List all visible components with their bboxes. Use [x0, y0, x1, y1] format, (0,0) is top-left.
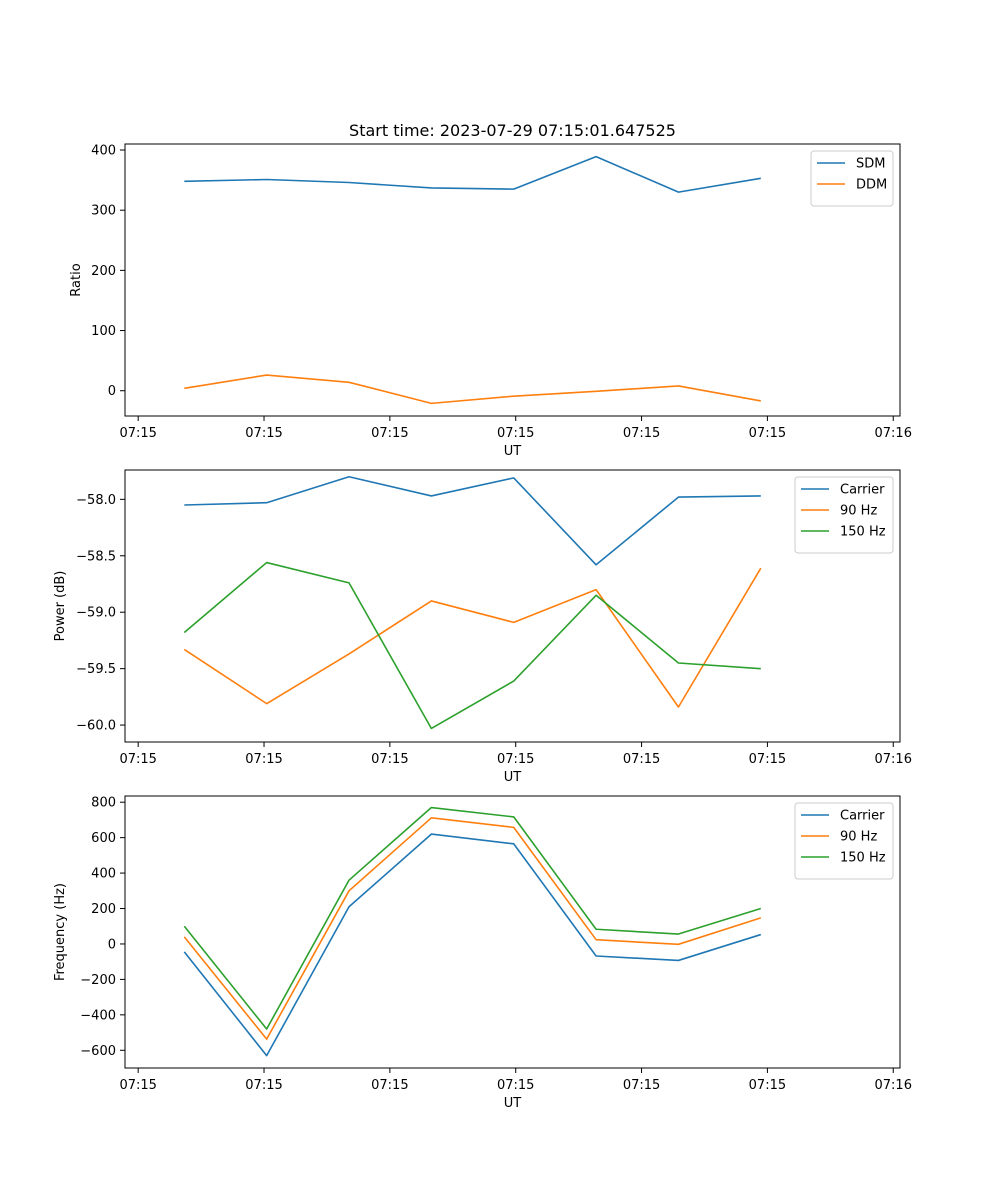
- y-tick-label: 200: [91, 264, 116, 279]
- legend-entry: 150 Hz: [840, 525, 886, 540]
- x-tick-label: 07:15: [749, 426, 786, 441]
- x-tick-label: 07:15: [371, 426, 408, 441]
- x-tick-label: 07:15: [497, 426, 534, 441]
- x-tick-label: 07:15: [749, 1078, 786, 1093]
- legend-entry: Carrier: [840, 483, 885, 498]
- legend-entry: 90 Hz: [840, 830, 877, 845]
- y-axis-label: Frequency (Hz): [53, 883, 68, 981]
- axes-frame: [124, 795, 901, 1069]
- y-tick-label: −400: [80, 1008, 116, 1023]
- x-tick-label: 07:16: [875, 752, 912, 767]
- legend-box: [810, 150, 894, 207]
- x-tick-label: 07:15: [119, 752, 156, 767]
- x-tick-label: 07:15: [497, 1078, 534, 1093]
- legend: Carrier 90 Hz 150 Hz: [794, 802, 894, 880]
- x-tick-label: 07:15: [497, 752, 534, 767]
- legend-box: [794, 476, 894, 554]
- legend: SDM DDM: [810, 150, 894, 207]
- x-tick-label: 07:15: [371, 752, 408, 767]
- x-tick-label: 07:15: [623, 426, 660, 441]
- legend-entry: 150 Hz: [840, 851, 886, 866]
- y-tick-label: 200: [91, 902, 116, 917]
- legend-box: [794, 802, 894, 880]
- y-axis-label: Power (dB): [53, 571, 68, 642]
- x-tick-label: 07:16: [875, 426, 912, 441]
- x-tick-label: 07:15: [371, 1078, 408, 1093]
- y-tick-label: −58.5: [76, 549, 116, 564]
- x-tick-label: 07:15: [623, 752, 660, 767]
- y-tick-label: −60.0: [76, 719, 116, 734]
- series-line-sdm: [184, 155, 761, 193]
- axes-frame: [124, 143, 901, 417]
- panel-2: 07:15 07:15 07:15 07:15 07:15 07:15 07:16 −60.0…: [53, 469, 912, 785]
- y-tick-label: 800: [91, 796, 116, 811]
- y-tick-label: 100: [91, 324, 116, 339]
- y-tick-label: −58.0: [76, 493, 116, 508]
- x-axis-label: UT: [504, 444, 522, 459]
- y-tick-label: 0: [108, 384, 116, 399]
- x-tick-label: 07:15: [245, 1078, 282, 1093]
- y-tick-label: −200: [80, 973, 116, 988]
- y-tick-label: 400: [91, 867, 116, 882]
- legend-entry: 90 Hz: [840, 504, 877, 519]
- x-tick-label: 07:15: [245, 426, 282, 441]
- panel-1: 07:15 07:15 07:15 07:15 07:15 07:15 07:16 0 100 2…: [69, 143, 912, 459]
- chart-title: Start time: 2023-07-29 07:15:01.647525: [349, 121, 676, 140]
- series-line-150-hz: [183, 806, 762, 1030]
- series-line-90-hz: [183, 567, 762, 708]
- series-line-ddm: [184, 374, 761, 405]
- legend-entry: Carrier: [840, 809, 885, 824]
- x-tick-label: 07:16: [875, 1078, 912, 1093]
- x-tick-label: 07:15: [623, 1078, 660, 1093]
- y-axis-label: Ratio: [69, 263, 84, 296]
- y-tick-label: −59.5: [76, 662, 116, 677]
- x-tick-label: 07:15: [245, 752, 282, 767]
- axes-frame: [124, 469, 901, 743]
- x-axis-label: UT: [504, 770, 522, 785]
- legend-entry: SDM: [856, 157, 885, 172]
- x-tick-label: 07:15: [119, 426, 156, 441]
- x-tick-label: 07:15: [119, 1078, 156, 1093]
- panel-3: 07:15 07:15 07:15 07:15 07:15 07:15 07:16 −600 −…: [53, 795, 912, 1111]
- y-tick-label: 0: [108, 937, 116, 952]
- y-tick-label: 400: [91, 144, 116, 159]
- y-tick-label: 300: [91, 204, 116, 219]
- legend: Carrier 90 Hz 150 Hz: [794, 476, 894, 554]
- series-line-carrier: [183, 833, 762, 1057]
- y-tick-label: 600: [91, 831, 116, 846]
- y-tick-label: −59.0: [76, 606, 116, 621]
- y-tick-label: −600: [80, 1044, 116, 1059]
- x-axis-label: UT: [504, 1096, 522, 1111]
- x-tick-label: 07:15: [749, 752, 786, 767]
- series-line-carrier: [184, 475, 761, 566]
- series-line-90-hz: [183, 816, 762, 1040]
- series-line-150-hz: [183, 561, 761, 730]
- legend-entry: DDM: [856, 178, 887, 193]
